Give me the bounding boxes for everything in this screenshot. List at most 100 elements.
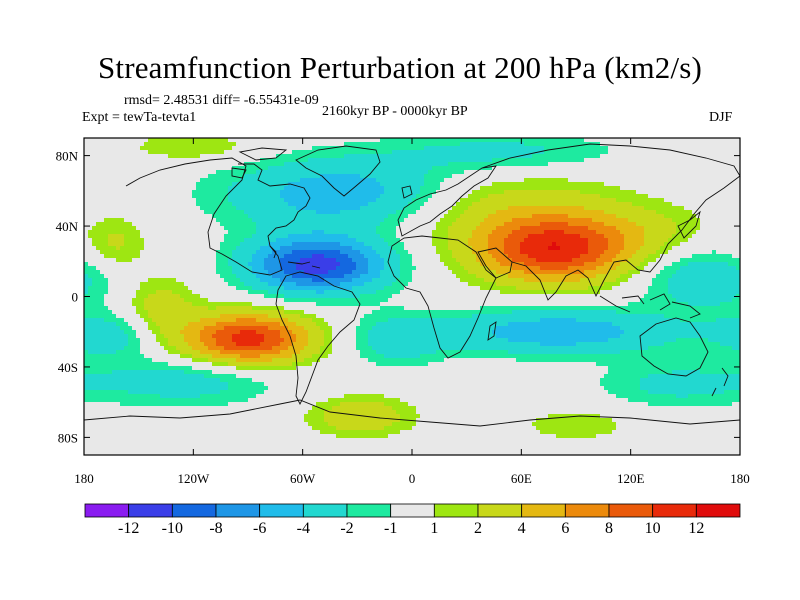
contour-cell xyxy=(400,154,405,159)
contour-cell xyxy=(108,194,113,199)
contour-cell xyxy=(736,182,741,187)
contour-cell xyxy=(112,230,117,235)
contour-cell xyxy=(288,258,293,263)
contour-cell xyxy=(464,210,469,215)
contour-cell xyxy=(672,202,677,207)
contour-cell xyxy=(524,238,529,243)
contour-cell xyxy=(736,198,741,203)
contour-cell xyxy=(444,190,449,195)
contour-cell xyxy=(452,178,457,183)
contour-cell xyxy=(420,254,425,259)
contour-cell xyxy=(724,138,729,143)
contour-cell xyxy=(420,142,425,147)
contour-cell xyxy=(184,154,189,159)
contour-cell xyxy=(568,150,573,155)
contour-cell xyxy=(136,194,141,199)
contour-cell xyxy=(180,238,185,243)
contour-cell xyxy=(380,138,385,143)
contour-cell xyxy=(200,146,205,151)
contour-cell xyxy=(520,242,525,247)
contour-cell xyxy=(436,186,441,191)
contour-cell xyxy=(336,250,341,255)
contour-cell xyxy=(112,246,117,251)
contour-cell xyxy=(272,146,277,151)
contour-cell xyxy=(268,238,273,243)
contour-cell xyxy=(448,198,453,203)
contour-cell xyxy=(720,198,725,203)
contour-cell xyxy=(284,234,289,239)
contour-cell xyxy=(504,194,509,199)
contour-cell xyxy=(496,182,501,187)
contour-cell xyxy=(100,150,105,155)
contour-cell xyxy=(704,138,709,143)
contour-cell xyxy=(596,182,601,187)
contour-cell xyxy=(372,166,377,171)
contour-cell xyxy=(544,234,549,239)
contour-cell xyxy=(120,222,125,227)
contour-cell xyxy=(432,162,437,167)
contour-cell xyxy=(424,178,429,183)
contour-cell xyxy=(560,214,565,219)
contour-cell xyxy=(428,170,433,175)
contour-cell xyxy=(572,238,577,243)
contour-cell xyxy=(732,206,737,211)
contour-cell xyxy=(688,194,693,199)
contour-cell xyxy=(424,222,429,227)
contour-cell xyxy=(328,178,333,183)
contour-cell xyxy=(356,174,361,179)
contour-cell xyxy=(552,194,557,199)
contour-cell xyxy=(540,150,545,155)
contour-cell xyxy=(588,158,593,163)
contour-cell xyxy=(708,174,713,179)
contour-cell xyxy=(528,142,533,147)
contour-cell xyxy=(508,246,513,251)
contour-cell xyxy=(684,166,689,171)
contour-cell xyxy=(376,186,381,191)
contour-cell xyxy=(356,246,361,251)
contour-cell xyxy=(720,170,725,175)
contour-cell xyxy=(320,154,325,159)
contour-cell xyxy=(556,234,561,239)
contour-cell xyxy=(208,162,213,167)
contour-cell xyxy=(436,146,441,151)
contour-cell xyxy=(168,234,173,239)
contour-cell xyxy=(176,166,181,171)
contour-cell xyxy=(324,142,329,147)
contour-cell xyxy=(592,146,597,151)
contour-cell xyxy=(708,170,713,175)
contour-cell xyxy=(116,162,121,167)
contour-cell xyxy=(664,142,669,147)
contour-cell xyxy=(580,198,585,203)
contour-cell xyxy=(696,250,701,255)
contour-cell xyxy=(356,158,361,163)
contour-cell xyxy=(604,218,609,223)
contour-cell xyxy=(584,206,589,211)
contour-cell xyxy=(120,170,125,175)
contour-cell xyxy=(668,246,673,251)
contour-cell xyxy=(104,182,109,187)
contour-cell xyxy=(144,170,149,175)
contour-cell xyxy=(308,214,313,219)
contour-cell xyxy=(204,186,209,191)
contour-cell xyxy=(208,198,213,203)
contour-cell xyxy=(616,158,621,163)
contour-cell xyxy=(228,246,233,251)
contour-cell xyxy=(540,238,545,243)
contour-cell xyxy=(280,234,285,239)
contour-cell xyxy=(616,194,621,199)
contour-cell xyxy=(424,182,429,187)
contour-cell xyxy=(352,210,357,215)
contour-cell xyxy=(620,170,625,175)
contour-cell xyxy=(132,246,137,251)
contour-cell xyxy=(332,226,337,231)
contour-cell xyxy=(284,206,289,211)
contour-cell xyxy=(136,202,141,207)
contour-cell xyxy=(500,222,505,227)
contour-cell xyxy=(464,150,469,155)
contour-cell xyxy=(188,186,193,191)
contour-cell xyxy=(300,178,305,183)
contour-cell xyxy=(664,214,669,219)
contour-cell xyxy=(544,158,549,163)
contour-cell xyxy=(172,250,177,255)
contour-cell xyxy=(456,210,461,215)
